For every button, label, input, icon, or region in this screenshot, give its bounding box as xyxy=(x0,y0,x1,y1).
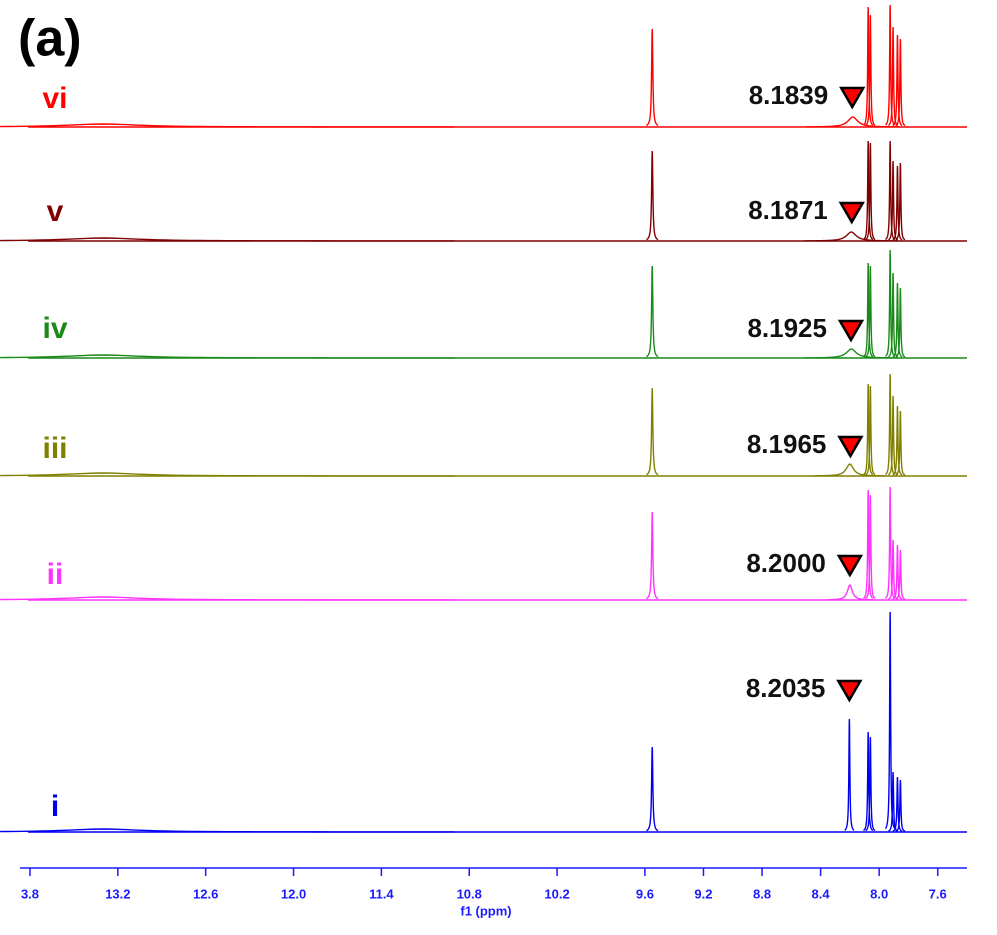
peak xyxy=(0,123,455,128)
peak xyxy=(646,28,659,127)
peak xyxy=(888,160,899,241)
spectrum-label: vi xyxy=(42,82,67,115)
peak xyxy=(646,746,659,832)
peak-label: 8.1925 xyxy=(747,313,827,343)
peak xyxy=(814,463,886,477)
peak xyxy=(0,472,455,477)
peak-marker xyxy=(838,201,865,225)
peak xyxy=(885,486,896,599)
peak-label: 8.1871 xyxy=(748,195,828,225)
peak xyxy=(0,237,455,242)
peak-marker xyxy=(836,679,863,703)
peak xyxy=(884,611,896,830)
peak xyxy=(865,14,876,126)
peak xyxy=(888,395,899,476)
x-tick-label: 8.4 xyxy=(812,886,831,901)
peak xyxy=(0,596,455,601)
peak xyxy=(892,165,903,241)
peak xyxy=(863,262,874,358)
spectrum-label: iv xyxy=(42,312,67,345)
peak xyxy=(892,34,903,127)
peak xyxy=(885,249,896,357)
x-tick-label: 12.6 xyxy=(193,886,218,901)
spectrum-label: ii xyxy=(47,558,64,591)
peak xyxy=(895,162,906,241)
peak xyxy=(865,494,876,599)
x-tick-label: 8.8 xyxy=(753,886,771,901)
peak-label: 8.2035 xyxy=(746,673,826,703)
chart-title: (a) xyxy=(18,10,82,68)
peak xyxy=(804,231,899,242)
peak xyxy=(844,718,855,831)
peak xyxy=(892,544,903,600)
x-tick-label: 10.8 xyxy=(457,886,482,901)
peak xyxy=(863,383,874,476)
peak xyxy=(865,142,876,241)
peak xyxy=(895,779,906,832)
peak xyxy=(0,354,455,359)
peak xyxy=(895,549,906,600)
x-tick-label: 13.2 xyxy=(105,886,130,901)
x-tick-label: 8.0 xyxy=(870,886,888,901)
spectrum-label: v xyxy=(47,195,64,228)
x-tick-label: 9.2 xyxy=(694,886,712,901)
peak xyxy=(892,776,903,832)
peak xyxy=(888,539,899,600)
peak xyxy=(863,489,874,599)
x-tick-label: 10.2 xyxy=(544,886,569,901)
x-tick-label: 7.6 xyxy=(929,886,947,901)
peak xyxy=(885,4,896,126)
peak xyxy=(805,116,900,128)
peak-marker xyxy=(837,319,865,343)
peak xyxy=(863,731,874,832)
peak xyxy=(888,272,899,358)
peak xyxy=(863,140,874,241)
peak xyxy=(646,511,659,600)
x-tick-label: 3.8 xyxy=(21,886,39,901)
peak-marker xyxy=(836,554,864,578)
peak xyxy=(895,287,906,358)
peak xyxy=(646,265,659,358)
peak xyxy=(888,771,899,832)
spectrum-label: i xyxy=(51,790,59,823)
peak xyxy=(0,828,455,833)
x-tick-label: 11.4 xyxy=(369,886,394,901)
peak xyxy=(826,584,874,601)
peak xyxy=(895,410,906,476)
peak-marker xyxy=(839,86,866,110)
peak xyxy=(646,387,659,476)
peak xyxy=(863,6,874,126)
peak xyxy=(887,26,899,127)
peak xyxy=(885,140,896,241)
peak-label: 8.1839 xyxy=(749,80,829,110)
peak xyxy=(865,265,876,358)
peak-label: 8.1965 xyxy=(747,429,827,459)
peak xyxy=(892,405,903,476)
peak xyxy=(865,736,876,832)
peak-marker xyxy=(837,435,864,459)
peak-label: 8.2000 xyxy=(746,548,826,578)
peak xyxy=(646,150,659,241)
peak xyxy=(885,373,896,476)
spectrum-label: iii xyxy=(42,432,67,465)
peak xyxy=(804,348,899,359)
peak xyxy=(892,282,903,358)
x-axis-label: f1 (ppm) xyxy=(460,903,511,918)
x-tick-label: 9.6 xyxy=(636,886,654,901)
peak xyxy=(895,38,906,127)
peak xyxy=(865,385,876,476)
x-tick-label: 12.0 xyxy=(281,886,306,901)
